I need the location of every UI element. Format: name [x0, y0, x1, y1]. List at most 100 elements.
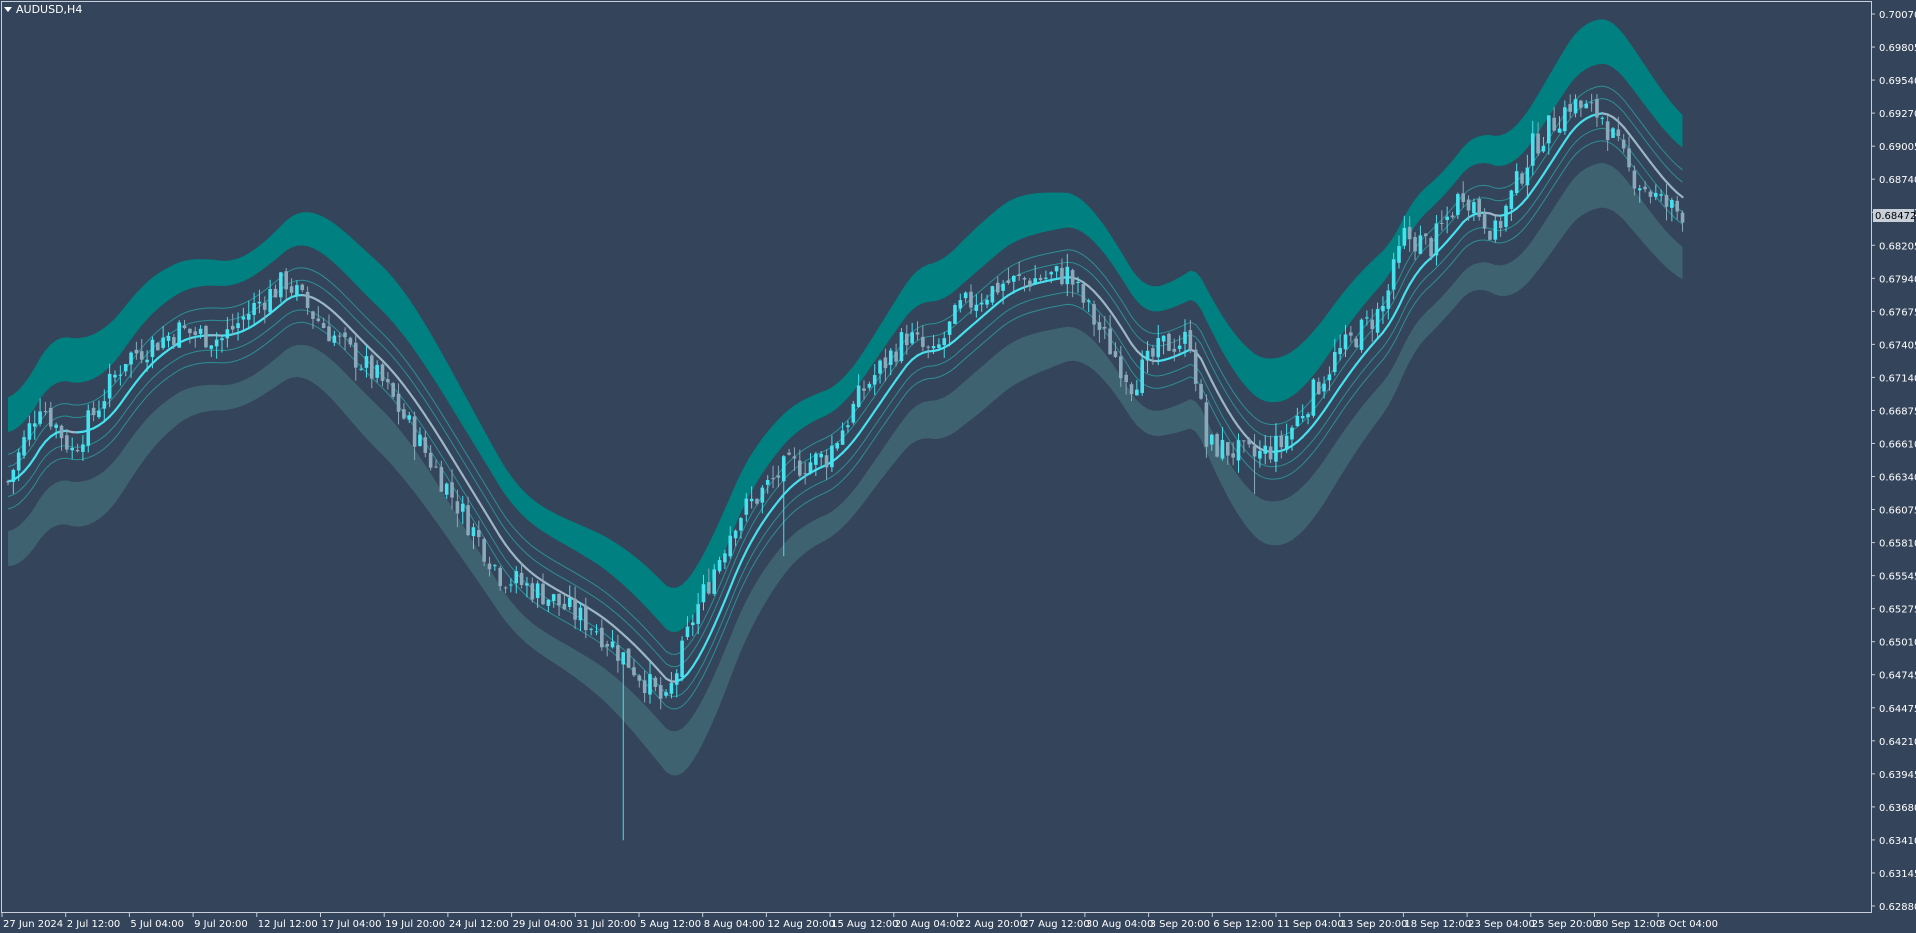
ma-segment: [964, 325, 973, 333]
candle: [894, 343, 898, 367]
candle-body: [1242, 440, 1246, 442]
candle-body: [851, 403, 856, 423]
candle-body: [279, 272, 283, 298]
ma-segment: [985, 306, 994, 314]
candle-body: [428, 452, 433, 468]
candle: [830, 435, 834, 472]
time-tick-label: 27 Jun 2024: [3, 919, 63, 930]
candle-body: [1086, 300, 1091, 302]
candle: [43, 401, 48, 416]
candle-body: [156, 343, 160, 351]
candle-body: [1595, 99, 1599, 118]
candle: [953, 303, 957, 325]
ma-segment: [279, 299, 288, 306]
candle: [1547, 115, 1551, 155]
candle-body: [1220, 439, 1225, 459]
candle: [188, 328, 192, 344]
candle: [503, 586, 508, 594]
candle-body: [1386, 290, 1391, 309]
ma-segment: [413, 398, 422, 409]
candle-body: [1338, 348, 1342, 355]
candle: [1557, 116, 1562, 133]
candle: [252, 292, 256, 326]
candle-body: [846, 425, 850, 428]
time-tick-label: 3 Sep 20:00: [1150, 919, 1210, 930]
candle-body: [1654, 192, 1658, 197]
ma-segment: [1520, 196, 1529, 205]
ma-segment: [1526, 188, 1534, 199]
ma-segment: [520, 562, 529, 571]
candle: [1049, 270, 1054, 283]
candle-body: [1611, 128, 1615, 138]
candle-body: [252, 302, 256, 315]
candle: [535, 580, 540, 608]
ma-segment: [718, 599, 727, 615]
candle-body: [567, 598, 572, 607]
candle: [1268, 435, 1273, 464]
candle: [380, 362, 385, 387]
candle-body: [214, 339, 219, 347]
candle-body: [915, 332, 920, 335]
candle-body: [1557, 128, 1562, 133]
candle-body: [16, 452, 21, 471]
time-tick-label: 29 Jul 04:00: [513, 919, 573, 930]
candle: [1664, 183, 1669, 221]
candle: [610, 629, 615, 649]
candle-body: [835, 443, 840, 449]
ma-segment: [643, 654, 652, 662]
candle: [150, 336, 155, 369]
candle: [65, 428, 69, 453]
candle-body: [434, 466, 438, 468]
dropdown-arrow-icon[interactable]: [4, 7, 12, 12]
candle: [798, 449, 802, 478]
ma-segment: [793, 478, 801, 486]
ma-segment: [322, 302, 331, 310]
candle-body: [1060, 267, 1064, 285]
candle: [1370, 308, 1375, 342]
candle-body: [396, 393, 401, 412]
current-price-label: 0.68472: [1873, 209, 1916, 222]
candle-body: [787, 452, 791, 455]
candle: [423, 430, 428, 458]
price-tick-label: 0.63945: [1879, 770, 1916, 781]
candle: [1119, 345, 1123, 387]
candle: [1440, 210, 1444, 231]
candle-body: [1108, 328, 1112, 355]
candle: [375, 360, 379, 383]
candle: [471, 523, 476, 550]
candle: [1477, 196, 1482, 221]
ma-segment: [862, 417, 871, 428]
candle: [707, 568, 711, 595]
ma-segment: [889, 378, 898, 389]
chart-title-bar[interactable]: AUDUSD,H4: [4, 3, 82, 16]
candle-body: [1563, 107, 1567, 132]
candle: [1199, 379, 1203, 400]
ma-segment: [140, 367, 149, 377]
time-tick-label: 5 Jul 04:00: [130, 919, 184, 930]
candle: [723, 549, 727, 570]
candle-body: [209, 345, 214, 349]
price-tick-label: 0.67675: [1879, 307, 1916, 318]
ma-segment: [627, 638, 636, 646]
candle-body: [1423, 233, 1428, 236]
ma-segment: [1553, 148, 1561, 159]
candle: [878, 359, 882, 384]
candle: [760, 484, 765, 514]
ma-segment: [857, 425, 866, 436]
candle-body: [1322, 383, 1326, 392]
candle-body: [733, 530, 738, 539]
candle-body: [305, 291, 310, 308]
candle: [1177, 335, 1182, 353]
ma-segment: [386, 365, 395, 374]
candle-body: [86, 410, 91, 446]
ma-segment: [1451, 227, 1459, 237]
candle-body: [814, 453, 818, 465]
ma-segment: [493, 526, 502, 538]
candle-body: [268, 289, 272, 313]
